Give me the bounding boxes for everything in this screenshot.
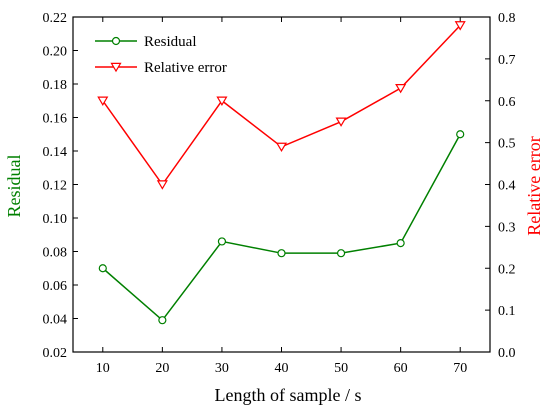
y-left-axis-title: Residual — [4, 155, 24, 218]
y-right-tick-label: 0.1 — [498, 304, 516, 319]
data-point-residual — [277, 249, 286, 258]
series-relative-error — [97, 21, 466, 190]
x-tick-label: 20 — [155, 361, 169, 376]
y-right-tick-label: 0.5 — [498, 137, 516, 152]
y-right-tick-label: 0.4 — [498, 179, 516, 194]
data-point-relative-error — [275, 142, 288, 153]
y-right-tick-label: 0.7 — [498, 53, 516, 68]
data-point-relative-error — [216, 96, 228, 106]
series-residual — [98, 130, 465, 325]
legend-marker — [110, 62, 122, 73]
y-left-tick-label: 0.12 — [43, 179, 68, 194]
x-axis-ticks: 10 20 30 40 50 60 70 — [96, 17, 467, 376]
data-point-residual — [158, 316, 167, 325]
data-point-residual — [456, 130, 465, 139]
y-left-tick-label: 0.14 — [43, 145, 68, 160]
y-left-tick-label: 0.06 — [43, 279, 68, 294]
data-point-relative-error — [97, 96, 109, 106]
data-point-residual — [217, 237, 227, 246]
data-point-relative-error — [395, 83, 407, 94]
y-right-tick-label: 0.2 — [498, 262, 516, 277]
y-left-axis-ticks: 0.02 0.04 0.06 0.08 0.10 0.12 0.14 0.16 0.18 0.20… — [43, 11, 78, 361]
y-right-axis-title: Relative error — [524, 136, 544, 235]
series-layer — [97, 21, 466, 325]
data-point-residual — [336, 249, 346, 258]
y-right-tick-label: 0.0 — [498, 346, 516, 361]
y-right-tick-label: 0.8 — [498, 11, 516, 26]
y-left-tick-label: 0.10 — [43, 212, 68, 227]
y-left-tick-label: 0.20 — [43, 45, 68, 60]
data-point-relative-error — [156, 180, 168, 190]
y-right-axis-ticks: 0.0 0.1 0.2 0.3 0.4 0.5 0.6 0.7 0.8 — [485, 11, 516, 361]
data-point-residual — [396, 239, 405, 248]
y-left-tick-label: 0.22 — [43, 11, 68, 26]
data-point-residual — [98, 264, 107, 273]
legend-marker — [111, 36, 121, 46]
legend-label: Residual — [144, 34, 197, 50]
x-tick-label: 10 — [96, 361, 110, 376]
y-left-tick-label: 0.04 — [43, 313, 68, 328]
y-right-tick-label: 0.6 — [498, 95, 516, 110]
legend-label: Relative error — [144, 60, 227, 76]
x-tick-label: 60 — [394, 361, 408, 376]
legend: Residual Relative error — [95, 34, 227, 76]
x-tick-label: 70 — [453, 361, 467, 376]
y-left-tick-label: 0.18 — [43, 78, 68, 93]
y-left-tick-label: 0.08 — [43, 246, 68, 261]
x-axis-title: Length of sample / s — [215, 385, 362, 405]
y-left-tick-label: 0.02 — [43, 346, 68, 361]
y-left-tick-label: 0.16 — [43, 112, 68, 127]
data-point-relative-error — [454, 21, 466, 31]
x-tick-label: 50 — [334, 361, 348, 376]
x-tick-label: 30 — [215, 361, 229, 376]
series-line-residual — [102, 133, 461, 322]
data-point-relative-error — [335, 117, 347, 127]
y-right-tick-label: 0.3 — [498, 220, 516, 235]
x-tick-label: 40 — [275, 361, 289, 376]
